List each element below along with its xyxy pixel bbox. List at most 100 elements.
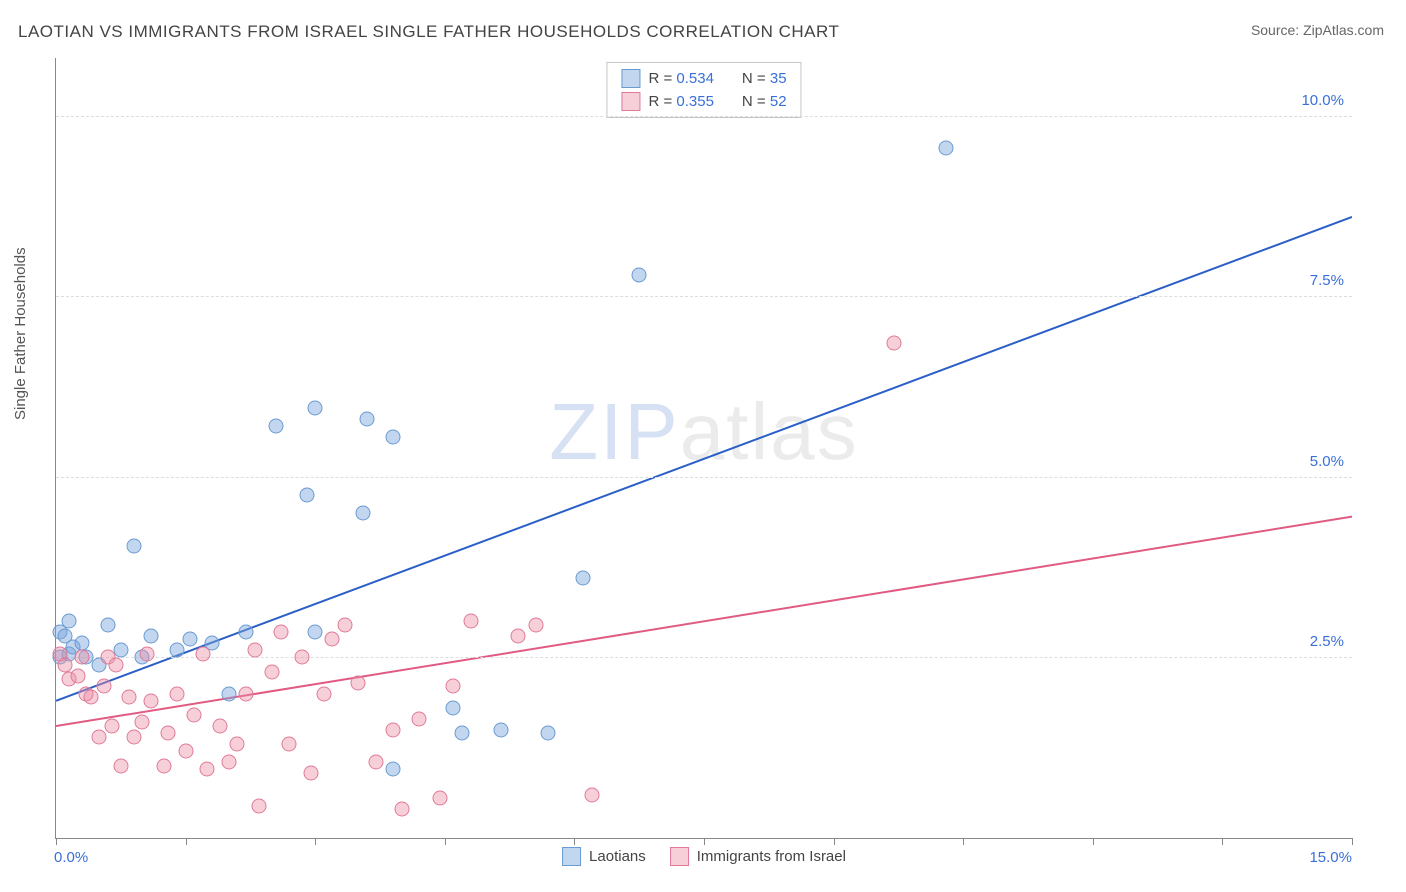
- scatter-point: [360, 412, 375, 427]
- legend-label: Laotians: [589, 848, 646, 865]
- scatter-point: [213, 719, 228, 734]
- x-tick: [445, 838, 446, 845]
- legend-r: R = 0.534: [648, 70, 713, 87]
- scatter-point: [247, 643, 262, 658]
- scatter-point: [144, 628, 159, 643]
- scatter-point: [528, 617, 543, 632]
- scatter-point: [221, 686, 236, 701]
- legend-swatch: [670, 847, 689, 866]
- scatter-point: [385, 762, 400, 777]
- scatter-point: [632, 267, 647, 282]
- gridline: [56, 296, 1352, 297]
- scatter-point: [157, 758, 172, 773]
- scatter-point: [511, 628, 526, 643]
- scatter-point: [230, 737, 245, 752]
- plot-area: ZIPatlas R = 0.534N = 35R = 0.355N = 52 …: [55, 58, 1352, 839]
- scatter-point: [144, 693, 159, 708]
- scatter-point: [96, 679, 111, 694]
- scatter-point: [100, 617, 115, 632]
- y-tick-label: 2.5%: [1310, 633, 1344, 650]
- scatter-point: [178, 744, 193, 759]
- x-tick: [315, 838, 316, 845]
- legend-n: N = 52: [742, 93, 787, 110]
- scatter-point: [446, 701, 461, 716]
- legend-item: Immigrants from Israel: [670, 847, 846, 866]
- legend-row: R = 0.355 N = 52: [607, 90, 800, 113]
- scatter-point: [92, 729, 107, 744]
- watermark: ZIPatlas: [549, 386, 858, 478]
- scatter-point: [70, 668, 85, 683]
- scatter-point: [195, 646, 210, 661]
- y-tick-label: 7.5%: [1310, 272, 1344, 289]
- legend-n: N = 35: [742, 70, 787, 87]
- x-tick: [963, 838, 964, 845]
- scatter-point: [351, 675, 366, 690]
- scatter-point: [161, 726, 176, 741]
- chart-title: LAOTIAN VS IMMIGRANTS FROM ISRAEL SINGLE…: [18, 22, 839, 42]
- scatter-point: [113, 643, 128, 658]
- scatter-point: [265, 664, 280, 679]
- scatter-point: [368, 755, 383, 770]
- scatter-point: [74, 650, 89, 665]
- x-tick: [834, 838, 835, 845]
- scatter-point: [576, 571, 591, 586]
- correlation-legend: R = 0.534 N = 35 R = 0.355 N = 52: [606, 62, 801, 118]
- scatter-point: [273, 625, 288, 640]
- series-legend: Laotians Immigrants from Israel: [562, 847, 846, 866]
- legend-swatch: [562, 847, 581, 866]
- legend-swatch: [621, 69, 640, 88]
- legend-item: Laotians: [562, 847, 646, 866]
- gridline: [56, 657, 1352, 658]
- x-tick: [574, 838, 575, 845]
- scatter-point: [394, 802, 409, 817]
- scatter-point: [584, 787, 599, 802]
- scatter-point: [239, 625, 254, 640]
- scatter-point: [325, 632, 340, 647]
- scatter-point: [187, 708, 202, 723]
- y-tick-label: 5.0%: [1310, 453, 1344, 470]
- scatter-point: [105, 719, 120, 734]
- scatter-point: [338, 617, 353, 632]
- scatter-point: [282, 737, 297, 752]
- scatter-point: [109, 657, 124, 672]
- scatter-point: [938, 141, 953, 156]
- x-tick: [186, 838, 187, 845]
- x-tick: [1352, 838, 1353, 845]
- legend-label: Immigrants from Israel: [697, 848, 846, 865]
- x-tick: [704, 838, 705, 845]
- x-tick-label: 15.0%: [1309, 849, 1352, 866]
- scatter-point: [169, 643, 184, 658]
- scatter-point: [385, 722, 400, 737]
- scatter-point: [463, 614, 478, 629]
- scatter-point: [139, 646, 154, 661]
- scatter-point: [493, 722, 508, 737]
- source-label: Source: ZipAtlas.com: [1251, 22, 1384, 38]
- scatter-point: [126, 729, 141, 744]
- scatter-point: [113, 758, 128, 773]
- scatter-point: [126, 538, 141, 553]
- scatter-point: [122, 690, 137, 705]
- scatter-point: [299, 487, 314, 502]
- source-name: ZipAtlas.com: [1303, 22, 1384, 38]
- scatter-point: [308, 625, 323, 640]
- legend-row: R = 0.534 N = 35: [607, 67, 800, 90]
- scatter-point: [239, 686, 254, 701]
- scatter-point: [308, 401, 323, 416]
- scatter-point: [295, 650, 310, 665]
- y-axis-label: Single Father Households: [12, 247, 29, 420]
- scatter-point: [455, 726, 470, 741]
- y-tick-label: 10.0%: [1301, 92, 1344, 109]
- legend-r: R = 0.355: [648, 93, 713, 110]
- scatter-point: [303, 766, 318, 781]
- x-tick-label: 0.0%: [54, 849, 88, 866]
- scatter-point: [269, 419, 284, 434]
- gridline: [56, 477, 1352, 478]
- legend-swatch: [621, 92, 640, 111]
- scatter-point: [541, 726, 556, 741]
- scatter-point: [57, 657, 72, 672]
- scatter-point: [200, 762, 215, 777]
- source-prefix: Source:: [1251, 22, 1303, 38]
- scatter-point: [433, 791, 448, 806]
- scatter-point: [221, 755, 236, 770]
- scatter-point: [83, 690, 98, 705]
